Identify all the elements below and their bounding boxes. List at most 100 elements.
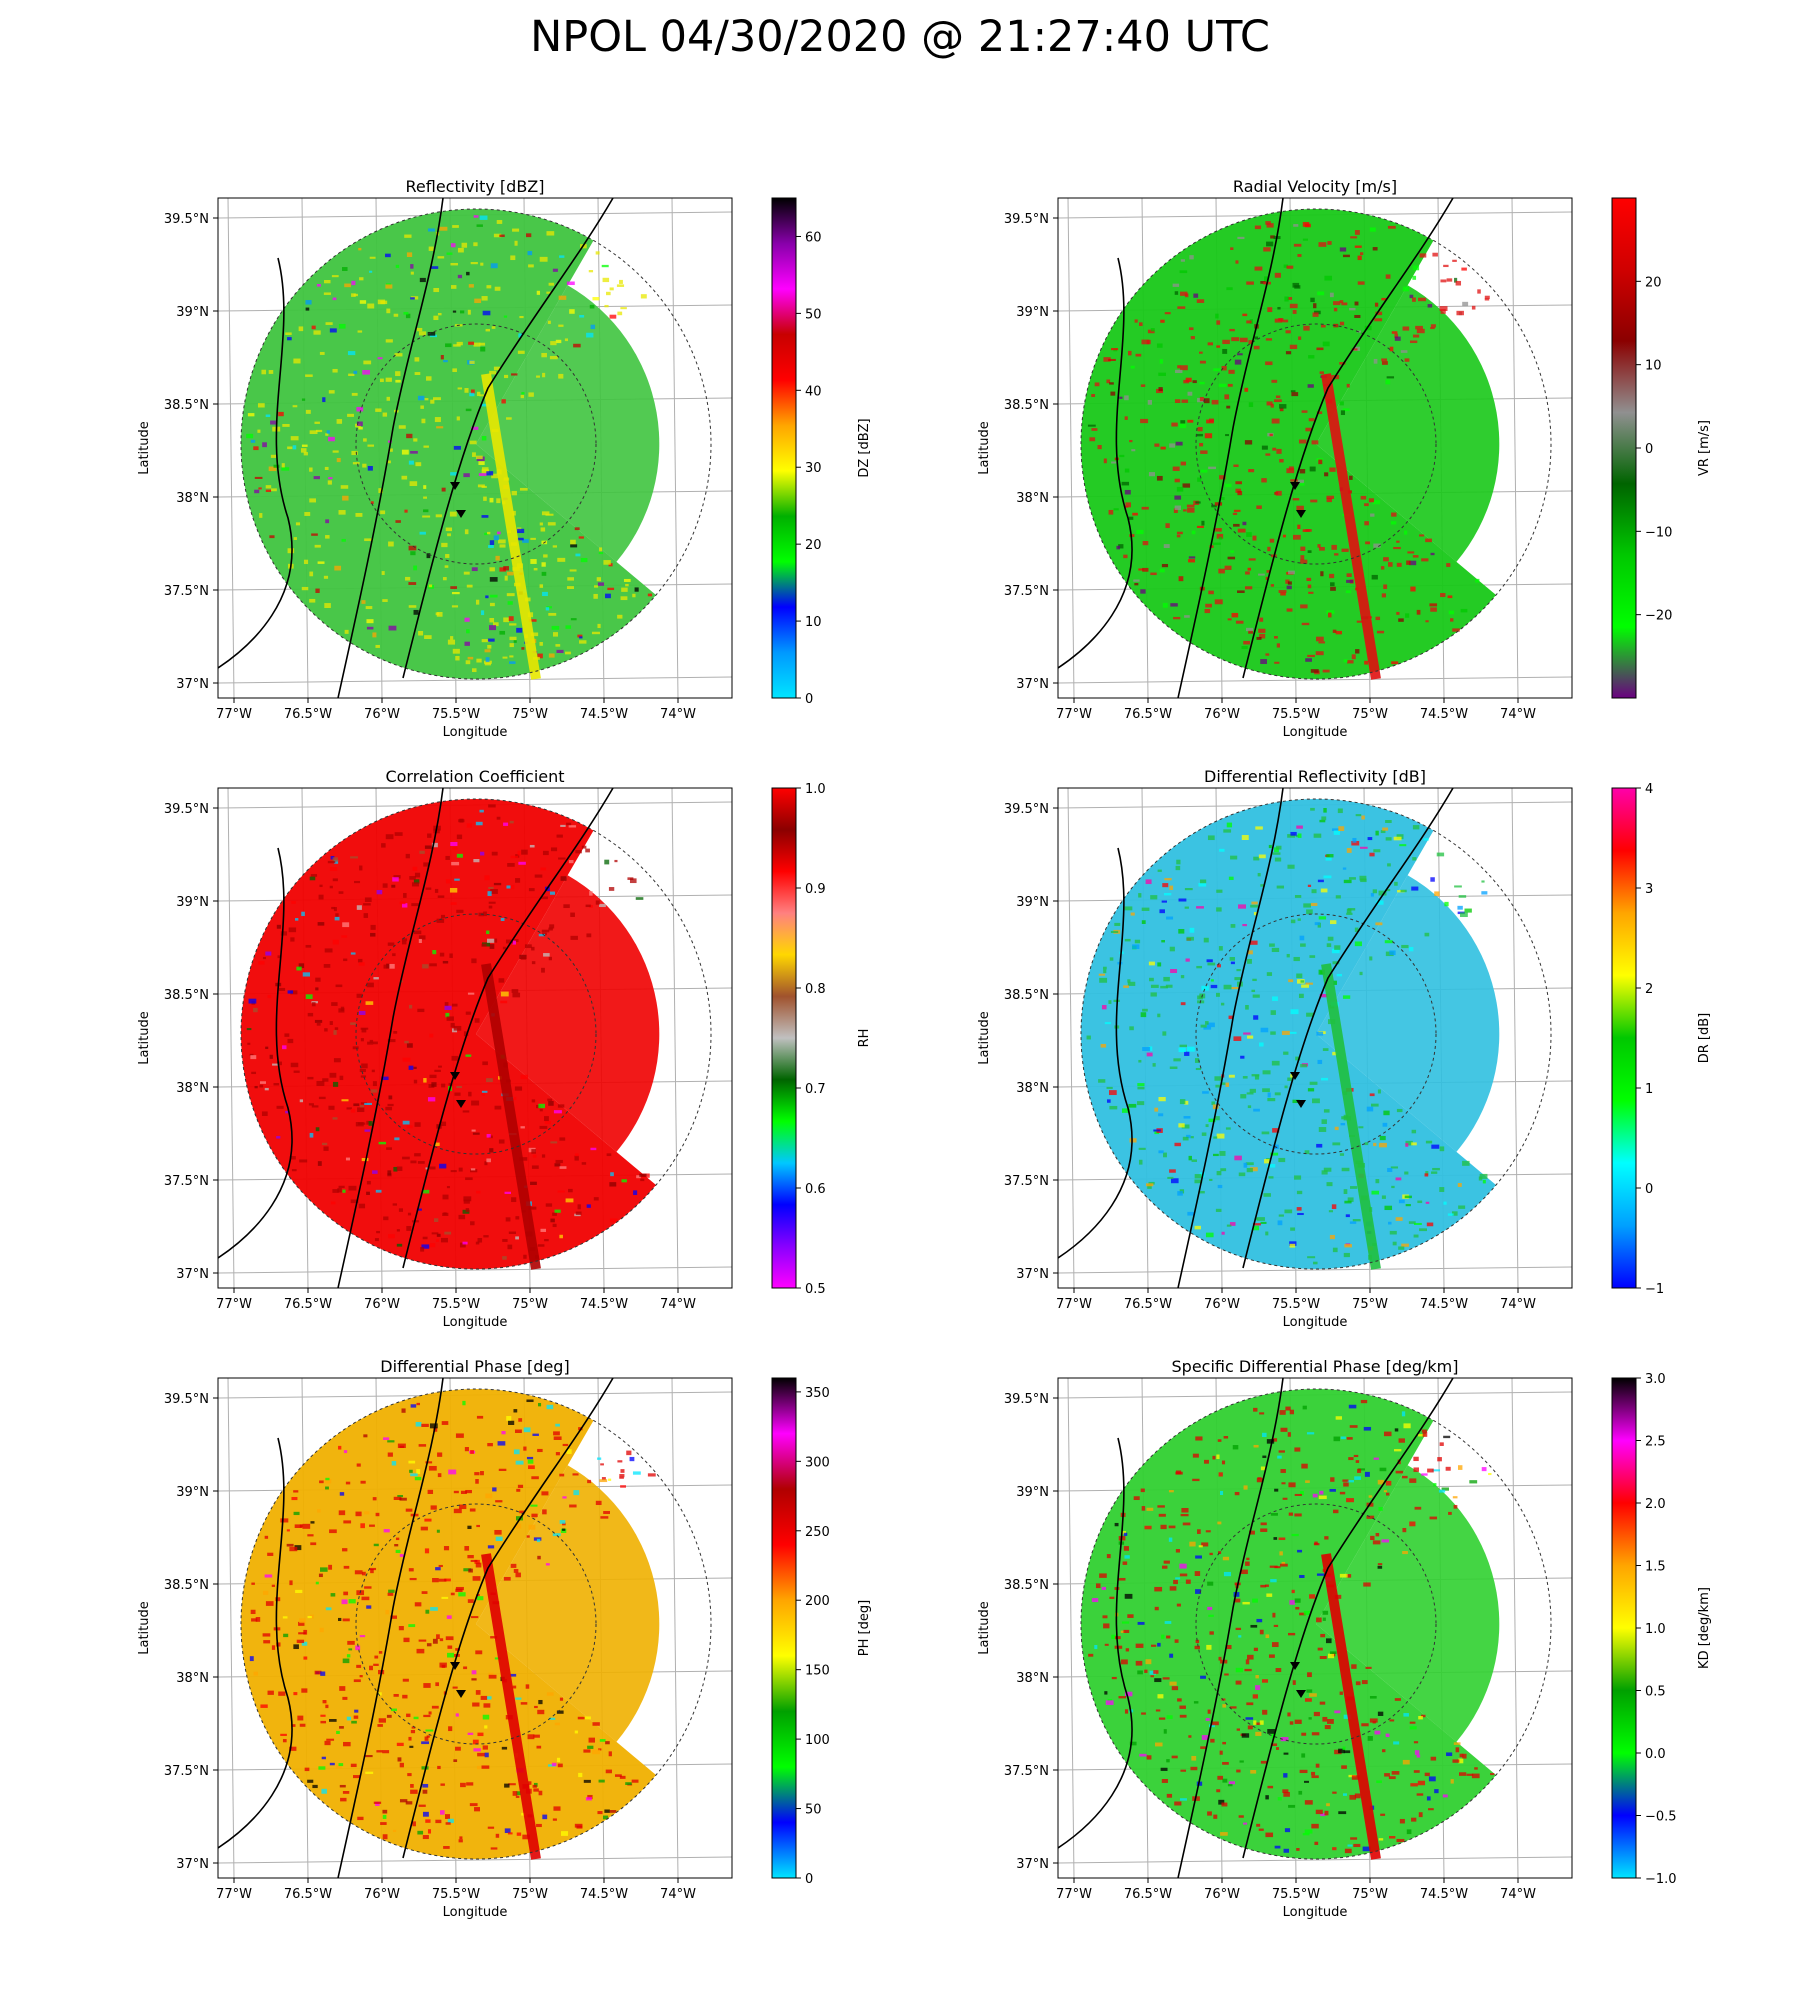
radar-speckle [1135, 1660, 1143, 1666]
radar-speckle [548, 282, 555, 286]
radar-speckle [459, 1242, 466, 1248]
ytick-label: 37°N [176, 677, 209, 692]
radar-speckle [328, 390, 335, 394]
radar-speckle [533, 1788, 539, 1792]
radar-speckle [494, 1529, 502, 1535]
radar-speckle [1287, 581, 1292, 585]
radar-speckle [532, 1784, 537, 1788]
radar-speckle [1205, 1124, 1209, 1128]
radar-speckle [1188, 559, 1196, 563]
radar-speckle [1306, 909, 1313, 915]
radar-speckle [531, 1165, 539, 1169]
radar-speckle [1308, 418, 1315, 422]
radar-speckle [1416, 1793, 1424, 1796]
colorbar-tick-label: 0.5 [1645, 1685, 1666, 1700]
radar-speckle [1455, 1747, 1460, 1753]
radar-speckle [378, 488, 383, 494]
radar-speckle [1285, 579, 1290, 584]
radar-speckle [1122, 1561, 1128, 1565]
radar-speckle [514, 240, 518, 246]
radar-speckle [393, 313, 399, 317]
radar-speckle [1270, 1579, 1277, 1583]
radar-speckle [1258, 854, 1266, 859]
radar-speckle [1294, 1513, 1302, 1517]
radar-speckle [1275, 845, 1282, 850]
radar-speckle [392, 1203, 398, 1206]
radar-speckle [553, 1436, 562, 1440]
gridline-x [671, 1378, 679, 1878]
radar-speckle [457, 387, 463, 390]
radar-speckle [1373, 358, 1378, 364]
radar-speckle [1270, 584, 1275, 587]
coastline [218, 198, 614, 698]
radar-speckle [530, 559, 537, 564]
radar-speckle [1227, 618, 1232, 621]
radar-speckle [1474, 1767, 1478, 1770]
radar-speckle [1157, 1694, 1164, 1699]
radar-speckle [1342, 408, 1350, 412]
range-ring [1080, 208, 1552, 680]
radar-speckle [365, 1755, 373, 1758]
radar-speckle [1124, 1555, 1130, 1559]
radar-speckle [428, 1711, 432, 1715]
radar-speckle [1271, 418, 1280, 424]
radar-speckle [465, 1011, 471, 1015]
radar-speckle [1261, 1131, 1270, 1135]
radar-speckle [332, 878, 338, 882]
radar-speckle [413, 1079, 418, 1084]
ytick-label: 39.5°N [164, 1392, 209, 1407]
radar-speckle [578, 1772, 583, 1778]
radar-speckle [471, 1129, 476, 1132]
radar-speckle [1254, 1075, 1260, 1080]
radar-speckle [1138, 1159, 1143, 1165]
radar-speckle [1111, 1676, 1117, 1680]
radar-speckle [432, 949, 437, 955]
radar-speckle [412, 866, 418, 871]
radar-speckle [343, 1520, 352, 1524]
radar-speckle [1402, 286, 1409, 292]
radar-speckle [1185, 1579, 1191, 1584]
radar-speckle [376, 1692, 382, 1696]
radar-speckle [1319, 819, 1326, 823]
radar-speckle [1444, 901, 1449, 907]
radar-speckle [536, 1745, 542, 1749]
radar-speckle [597, 1457, 602, 1460]
radar-speckle [294, 918, 299, 921]
radar-speckle [410, 1160, 417, 1164]
radar-speckle [1198, 882, 1207, 887]
radar-speckle [402, 1678, 409, 1682]
radar-speckle [1225, 1127, 1231, 1130]
radar-speckle [1290, 390, 1296, 393]
radar-speckle [1196, 299, 1205, 303]
radar-speckle [1153, 1129, 1161, 1132]
radar-speckle [1425, 1140, 1433, 1144]
radar-speckle [465, 1489, 472, 1494]
radar-speckle [1344, 1200, 1352, 1204]
radar-speckle [1379, 1135, 1386, 1141]
radar-speckle [359, 277, 364, 281]
radar-speckle [517, 1484, 524, 1488]
radar-speckle [363, 913, 369, 918]
radar-speckle [1187, 419, 1194, 423]
radar-speckle [373, 1801, 382, 1804]
radar-speckle [335, 913, 339, 917]
radar-speckle [1199, 397, 1204, 402]
radar-speckle [1216, 1454, 1220, 1460]
radar-speckle [1370, 513, 1375, 517]
gridline-x [1067, 1378, 1075, 1878]
radar-speckle [500, 991, 509, 997]
radar-speckle [478, 473, 487, 476]
radar-speckle [382, 1750, 390, 1754]
radar-speckle [1200, 1675, 1206, 1679]
radar-speckle [489, 540, 495, 546]
radar-speckle [1184, 615, 1190, 618]
radar-speckle [1184, 906, 1189, 909]
radar-speckle [456, 834, 463, 840]
radar-speckle [1120, 1659, 1128, 1665]
radar-speckle [353, 293, 358, 297]
radar-speckle [321, 1788, 327, 1794]
radar-speckle [1416, 328, 1425, 334]
radar-speckle [310, 1521, 315, 1524]
radar-speckle [1402, 1551, 1408, 1555]
radar-speckle [647, 593, 653, 597]
